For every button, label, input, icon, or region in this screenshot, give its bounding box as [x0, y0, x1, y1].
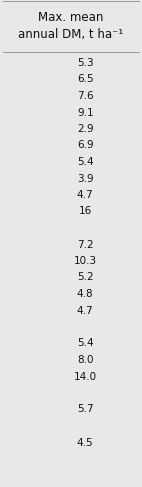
Text: 2.9: 2.9 [77, 124, 94, 134]
Text: Max. mean: Max. mean [38, 11, 104, 23]
Text: 14.0: 14.0 [74, 372, 97, 381]
Text: 7.2: 7.2 [77, 240, 94, 249]
Text: 4.8: 4.8 [77, 289, 94, 299]
Text: annual DM, t ha⁻¹: annual DM, t ha⁻¹ [18, 28, 124, 40]
Text: 9.1: 9.1 [77, 108, 94, 117]
Text: 7.6: 7.6 [77, 91, 94, 101]
Text: 16: 16 [79, 206, 92, 217]
Text: 5.4: 5.4 [77, 338, 94, 349]
Text: 4.7: 4.7 [77, 305, 94, 316]
Text: 4.5: 4.5 [77, 437, 94, 448]
Text: 3.9: 3.9 [77, 173, 94, 184]
Text: 6.9: 6.9 [77, 141, 94, 150]
Text: 5.4: 5.4 [77, 157, 94, 167]
Text: 8.0: 8.0 [77, 355, 93, 365]
Text: 6.5: 6.5 [77, 75, 94, 85]
Text: 5.3: 5.3 [77, 58, 94, 68]
Text: 5.2: 5.2 [77, 273, 94, 282]
Text: 5.7: 5.7 [77, 405, 94, 414]
Text: 4.7: 4.7 [77, 190, 94, 200]
Text: 10.3: 10.3 [74, 256, 97, 266]
